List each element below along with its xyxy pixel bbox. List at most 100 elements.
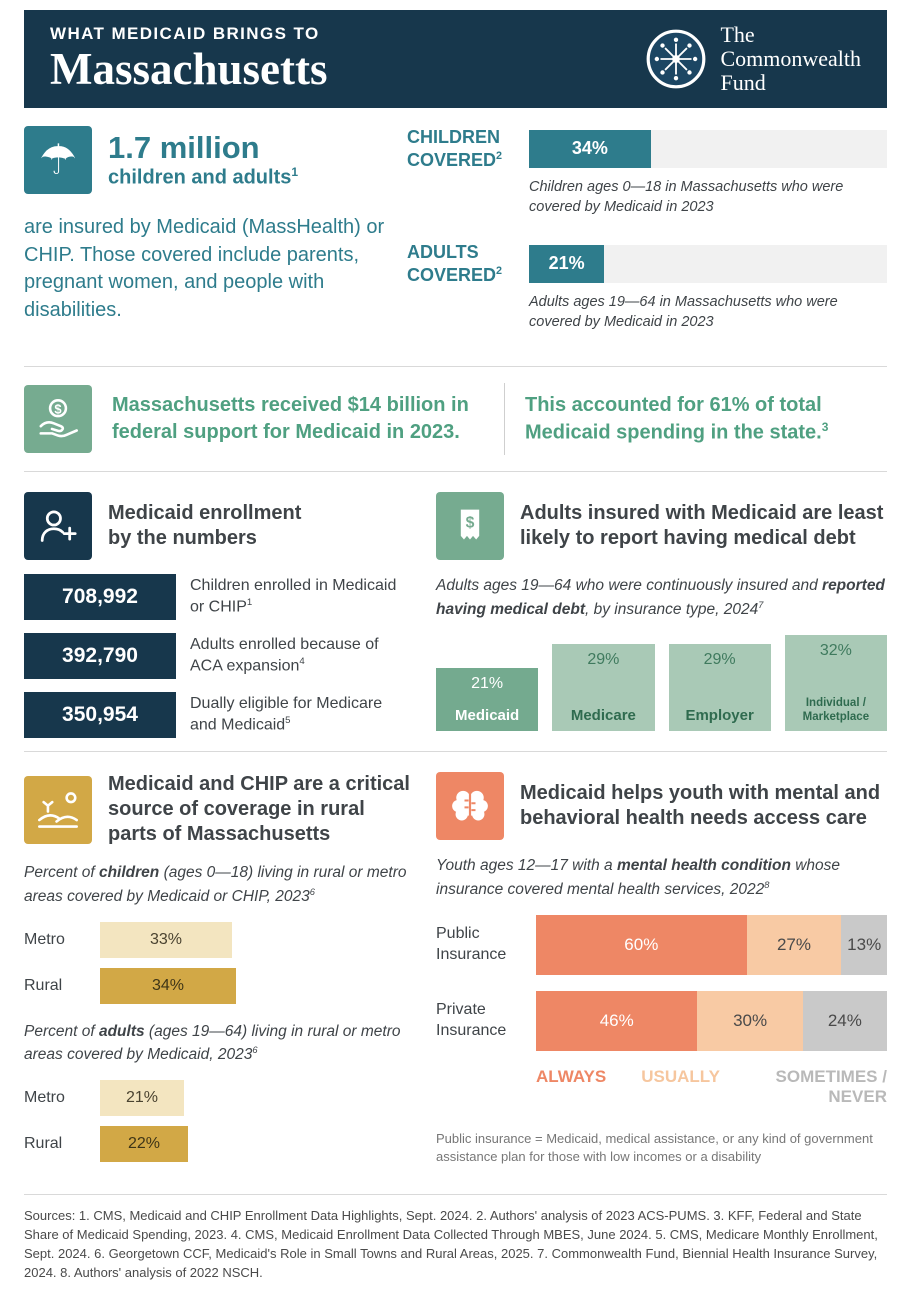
children-covered-bar-track: 34%	[529, 129, 887, 168]
medical-debt-chart: 21% Medicaid 29% Medicare 29% Employer	[436, 634, 887, 739]
youth-public-stack: 60% 27% 13%	[536, 914, 887, 975]
footnote-marker: 5	[285, 715, 291, 727]
coverage-right: CHILDREN COVERED2 34% Children ages 0—18…	[407, 126, 887, 356]
commonwealth-fund-logo: The Commonwealth Fund	[645, 22, 861, 96]
youth-subtitle: Youth ages 12—17 with a mental health co…	[436, 857, 841, 898]
stat-label: Children enrolled in Medicaid or CHIP1	[190, 577, 397, 616]
footnote-marker: 2	[496, 264, 503, 277]
youth-section: Medicaid helps youth with mental and beh…	[436, 752, 887, 1180]
rural-adults-rural-row: Rural 22%	[24, 1126, 410, 1163]
adults-covered-row: ADULTS COVERED2 21%	[407, 241, 887, 286]
stat-value: 392,790	[24, 633, 176, 680]
stat-value: 350,954	[24, 692, 176, 739]
youth-heading: Medicaid helps youth with mental and beh…	[520, 782, 881, 830]
rbar-label: Rural	[24, 976, 63, 994]
footnote-marker: 4	[299, 656, 305, 668]
rural-field-icon	[24, 775, 92, 844]
commonwealth-fund-emblem-icon	[647, 29, 706, 89]
rbar-label: Rural	[24, 1135, 63, 1153]
legend-sometimes-never: SOMETIMES / NEVER	[775, 1066, 887, 1107]
youth-public-row: Public Insurance 60% 27% 13%	[436, 914, 887, 975]
segment-always: 60%	[536, 914, 747, 975]
footnote-marker: 1	[246, 597, 253, 609]
rbar-value: 34%	[151, 976, 185, 994]
medical-debt-subtitle: Adults ages 19—64 who were continuously …	[436, 577, 885, 618]
rural-field-glyph	[38, 791, 78, 828]
svg-text:$: $	[54, 402, 61, 417]
person-plus-glyph	[40, 510, 77, 543]
debt-bar-individual: 32% Individual / Marketplace	[784, 634, 887, 731]
rbar-value: 21%	[125, 1089, 159, 1107]
footnote-marker: 6	[309, 886, 315, 897]
funding-section: $ Massachusetts received $14 billion in …	[24, 367, 887, 471]
divider	[24, 366, 887, 368]
adults-covered-caption: Adults ages 19—64 in Massachusetts who w…	[529, 294, 838, 330]
youth-row-label: Public Insurance	[436, 924, 507, 963]
rbar-value: 22%	[127, 1135, 161, 1153]
debt-bar-employer: 29% Employer	[668, 643, 771, 731]
adults-covered-bar-track: 21%	[529, 244, 887, 283]
debt-value: 29%	[703, 650, 736, 668]
debt-category: Medicare	[570, 706, 636, 724]
person-plus-icon	[24, 492, 92, 561]
debt-category: Individual / Marketplace	[802, 697, 870, 723]
adults-covered-bar-fill: 21%	[529, 244, 605, 283]
funding-right-text: This accounted for 61% of total Medicaid…	[525, 393, 829, 444]
coverage-section: ☂ 1.7 million children and adults1 are i…	[24, 108, 887, 366]
stat-row-children: 708,992 Children enrolled in Medicaid or…	[24, 574, 410, 621]
stat-row-aca: 392,790 Adults enrolled because of ACA e…	[24, 633, 410, 680]
vertical-divider	[504, 383, 505, 456]
hand-coin-glyph: $	[39, 399, 78, 438]
youth-chart: Public Insurance 60% 27% 13% Private Ins…	[436, 914, 887, 1108]
rural-heading: Medicaid and CHIP are a critical source …	[108, 773, 410, 846]
children-covered-row: CHILDREN COVERED2 34%	[407, 126, 887, 171]
header-kicker: WHAT MEDICAID BRINGS TO	[50, 24, 320, 44]
funding-left-text: Massachusetts received $14 billion in fe…	[112, 394, 469, 444]
children-covered-bar-fill: 34%	[529, 129, 651, 168]
youth-note: Public insurance = Medicaid, medical ass…	[436, 1130, 873, 1165]
divider	[24, 1194, 887, 1196]
rural-children-subtitle: Percent of children (ages 0—18) living i…	[24, 864, 407, 905]
debt-category: Employer	[685, 706, 754, 724]
rbar-fill-rural: 34%	[100, 967, 236, 1004]
enrollment-section: Medicaid enrollment by the numbers 708,9…	[24, 472, 410, 751]
coverage-left: ☂ 1.7 million children and adults1 are i…	[24, 126, 389, 356]
segment-sometimes-never: 24%	[802, 990, 887, 1051]
rbar-fill-metro: 33%	[100, 921, 232, 958]
enrollment-head: Medicaid enrollment by the numbers	[24, 492, 410, 561]
medical-debt-head: $ Adults insured with Medicaid are least…	[436, 492, 887, 561]
brain-icon	[436, 772, 504, 841]
rural-children-chart: Metro 33% Rural 34%	[24, 921, 410, 1004]
footnote-marker: 8	[764, 879, 770, 890]
segment-usually: 27%	[746, 914, 842, 975]
children-covered-caption: Children ages 0—18 in Massachusetts who …	[529, 179, 844, 215]
debt-bar-medicare: 29% Medicare	[552, 643, 655, 731]
hand-coin-icon: $	[24, 385, 92, 454]
logo-text: The Commonwealth Fund	[720, 22, 861, 96]
debt-value: 29%	[587, 650, 620, 668]
sources-text: Sources: 1. CMS, Medicaid and CHIP Enrol…	[24, 1208, 878, 1280]
logo-line-3: Fund	[720, 70, 766, 96]
rbar-fill-rural: 22%	[100, 1126, 188, 1163]
brain-glyph	[452, 791, 488, 821]
svg-text:$: $	[466, 515, 475, 532]
rural-section: Medicaid and CHIP are a critical source …	[24, 752, 410, 1180]
stat-value: 708,992	[24, 574, 176, 621]
debt-value: 32%	[819, 641, 852, 659]
footnote-marker: 6	[252, 1044, 258, 1055]
umbrella-glyph: ☂	[39, 135, 77, 184]
children-covered-value: 34%	[571, 138, 608, 158]
page-title: Massachusetts	[50, 44, 328, 95]
covered-count: 1.7 million	[108, 129, 260, 165]
debt-category: Medicaid	[455, 706, 520, 724]
covered-count-label: children and adults1	[108, 164, 299, 189]
youth-legend: ALWAYS USUALLY SOMETIMES / NEVER	[536, 1067, 887, 1108]
rural-children-rural-row: Rural 34%	[24, 967, 410, 1004]
divider	[24, 471, 887, 473]
medical-debt-heading: Adults insured with Medicaid are least l…	[520, 502, 884, 550]
stat-row-dual: 350,954 Dually eligible for Medicare and…	[24, 692, 410, 739]
debt-value: 21%	[471, 674, 504, 692]
children-covered-label: CHILDREN COVERED2	[407, 127, 503, 170]
umbrella-icon: ☂	[24, 126, 92, 194]
